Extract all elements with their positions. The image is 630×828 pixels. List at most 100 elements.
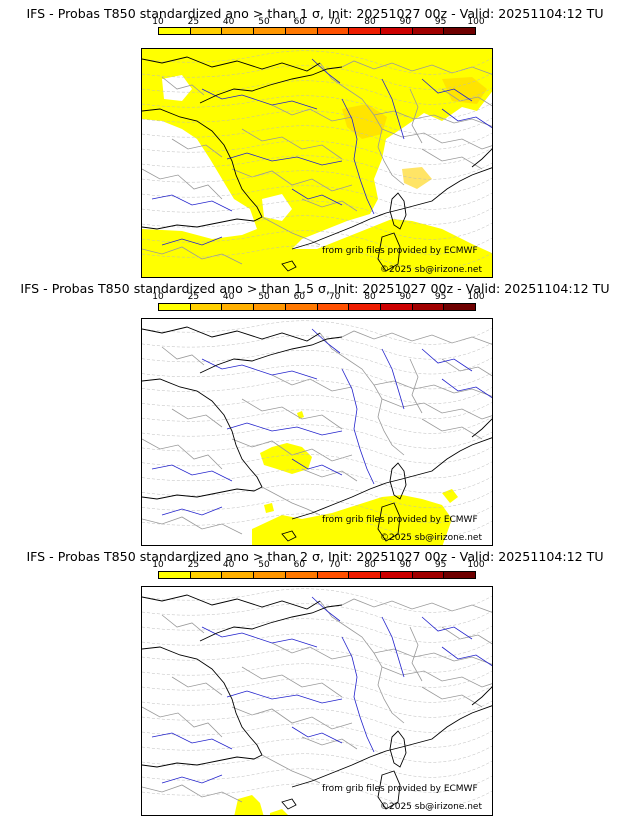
scale-tick-label: 100 — [467, 560, 485, 570]
admin-border — [241, 128, 343, 160]
scale-swatch — [190, 572, 223, 578]
color-scale-bar — [158, 27, 476, 35]
river — [151, 732, 233, 750]
scale-tick-label: 50 — [258, 17, 270, 27]
admin-border — [161, 76, 205, 96]
scale-swatch — [380, 572, 413, 578]
river — [201, 88, 318, 110]
scale-swatch — [349, 28, 381, 34]
scale-tick-label: 40 — [222, 292, 235, 302]
river — [381, 348, 405, 410]
river — [161, 774, 223, 784]
admin-border — [271, 374, 353, 392]
coastline — [389, 462, 407, 500]
scale-tick-label: 10 — [152, 560, 164, 570]
scale-swatch — [254, 572, 286, 578]
minor-border — [142, 753, 492, 778]
copyright-credit: ©2025 sb@irizone.net — [380, 265, 482, 275]
coastline — [291, 705, 492, 788]
scale-swatch — [285, 304, 318, 310]
probability-area — [264, 503, 274, 513]
scale-swatch — [159, 28, 191, 34]
coastline — [142, 594, 321, 610]
river — [381, 78, 405, 140]
admin-border — [241, 398, 343, 430]
coastline — [291, 437, 492, 520]
scale-tick-label: 10 — [152, 292, 164, 302]
minor-border — [142, 409, 492, 434]
river — [161, 506, 223, 516]
admin-border — [409, 358, 423, 414]
minor-border — [142, 783, 492, 808]
minor-border — [142, 170, 492, 195]
admin-border — [261, 216, 321, 246]
source-credit: from grib files provided by ECMWF — [322, 246, 478, 256]
admin-border — [142, 168, 223, 200]
river — [421, 348, 473, 372]
minor-border — [142, 708, 492, 733]
river — [381, 616, 405, 678]
admin-border — [142, 784, 243, 803]
color-scale-labels: 10 25 40 50 60 70 80 90 95 100 — [152, 560, 484, 571]
scale-tick-label: 80 — [364, 17, 376, 27]
admin-border — [142, 706, 223, 738]
coastline — [291, 167, 492, 250]
scale-swatch — [317, 572, 350, 578]
minor-border — [142, 588, 492, 613]
river — [201, 358, 318, 380]
river — [441, 108, 492, 129]
admin-border — [409, 88, 423, 144]
minor-border — [142, 498, 492, 523]
minor-border — [142, 379, 492, 404]
scale-swatch — [285, 572, 318, 578]
map-panel-2sigma: IFS - Probas T850 standardized ano > tha… — [0, 546, 630, 828]
color-scale-labels: 10 25 40 50 60 70 80 90 95 100 — [152, 292, 484, 303]
minor-border — [142, 320, 492, 345]
river — [226, 422, 343, 436]
coastline — [471, 418, 492, 438]
scale-tick-label: 70 — [328, 292, 341, 302]
color-scale-bar — [158, 571, 476, 579]
minor-border — [142, 140, 492, 165]
admin-border — [301, 468, 358, 482]
probability-area — [252, 495, 452, 545]
admin-border — [341, 330, 492, 345]
admin-border — [171, 676, 223, 696]
admin-border — [301, 736, 358, 750]
admin-border — [271, 104, 353, 122]
admin-border — [421, 148, 483, 170]
minor-border — [142, 215, 492, 240]
probability-map: from grib files provided by ECMWF ©2025 … — [141, 318, 493, 546]
admin-border — [319, 332, 405, 456]
scale-tick-label: 95 — [434, 560, 447, 570]
minor-border — [142, 693, 492, 718]
no-probability-area — [262, 194, 292, 221]
minor-border — [142, 424, 492, 449]
river — [311, 596, 341, 622]
minor-border — [142, 648, 492, 673]
scale-swatch — [222, 304, 255, 310]
minor-border — [142, 200, 492, 225]
panel-title: IFS - Probas T850 standardized ano > tha… — [20, 281, 610, 296]
admin-border — [142, 246, 243, 265]
scale-swatch — [190, 304, 223, 310]
admin-border — [161, 346, 205, 366]
river — [161, 236, 223, 246]
minor-border — [142, 513, 492, 538]
coastline — [281, 260, 297, 272]
minor-border — [142, 335, 492, 360]
scale-swatch — [412, 304, 445, 310]
admin-border — [373, 380, 492, 397]
scale-tick-label: 70 — [328, 17, 341, 27]
river — [441, 378, 492, 399]
scale-tick-label: 70 — [328, 560, 341, 570]
coastline — [471, 686, 492, 706]
admin-border — [381, 128, 492, 150]
no-probability-area — [142, 157, 212, 229]
river — [421, 78, 473, 102]
river — [291, 188, 343, 206]
copyright-credit: ©2025 sb@irizone.net — [380, 533, 482, 543]
admin-border — [261, 754, 321, 784]
scale-tick-label: 90 — [399, 560, 412, 570]
admin-border — [142, 438, 223, 470]
